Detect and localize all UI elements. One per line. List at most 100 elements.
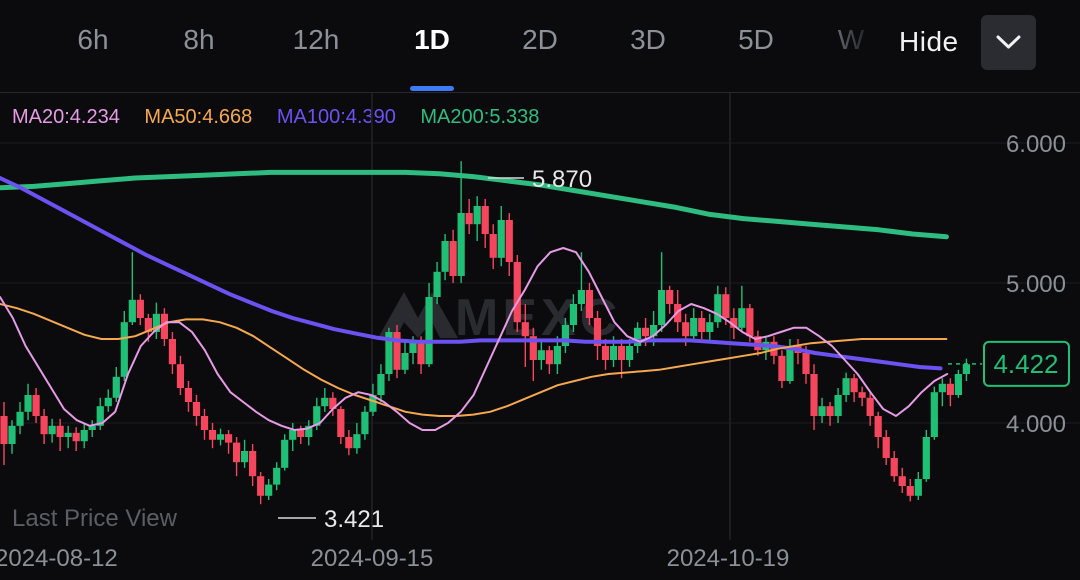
candle-body [962, 364, 970, 374]
last-price-view-label: Last Price View [12, 505, 178, 532]
candle-body [136, 299, 144, 318]
candle-body [746, 308, 754, 337]
candle-body [473, 206, 481, 225]
x-tick-label: 2024-08-12 [0, 545, 118, 572]
candle [120, 311, 128, 381]
candle [168, 332, 177, 374]
candle-body [265, 484, 273, 496]
candle-body [393, 332, 401, 370]
candle-body [617, 346, 626, 360]
candle-body [537, 350, 545, 360]
tab-2d[interactable]: 2D [522, 24, 558, 55]
candle [8, 420, 16, 454]
candle [906, 479, 914, 502]
candle [257, 472, 265, 505]
y-tick-label: 6.000 [1006, 131, 1066, 158]
candle-body [850, 378, 858, 393]
tab-6h[interactable]: 6h [77, 24, 109, 55]
candle-body [738, 308, 746, 328]
candle-body [553, 346, 561, 365]
candle [778, 350, 786, 388]
candle-body [433, 271, 441, 297]
candle-body [690, 318, 698, 337]
candle-body [658, 290, 666, 325]
tab-3d[interactable]: 3D [630, 24, 666, 55]
candle [625, 339, 634, 367]
candle-body [377, 374, 385, 395]
candle-body [650, 325, 658, 337]
candle-body [249, 451, 257, 477]
hide-button[interactable]: Hide [899, 26, 959, 57]
candle-body [930, 392, 938, 437]
candle [0, 402, 8, 465]
candle [441, 234, 449, 281]
watermark-logo-icon [378, 292, 458, 338]
candle-body [289, 430, 297, 440]
candle-body [257, 476, 265, 496]
candle-body [858, 392, 866, 398]
candle-body [898, 476, 906, 486]
candle [890, 451, 898, 482]
legend-ma50: MA50:4.668 [144, 106, 253, 128]
candle [545, 346, 553, 374]
candle-body [489, 234, 497, 258]
candle-body [625, 346, 634, 360]
candle-body [353, 434, 361, 449]
candle-body [176, 364, 185, 388]
chevron-down-icon [996, 35, 1021, 49]
candle [401, 339, 409, 374]
candle-body [601, 346, 610, 360]
tabs-fade-overlay [820, 0, 890, 90]
tab-5d[interactable]: 5D [738, 24, 774, 55]
candle [706, 313, 714, 342]
tab-8h[interactable]: 8h [183, 24, 215, 55]
candle [826, 402, 834, 426]
candle-body [88, 425, 96, 430]
candle [241, 439, 249, 468]
candle [176, 355, 185, 395]
candle-body [273, 467, 281, 485]
candle [553, 336, 561, 374]
candle-body [321, 397, 329, 407]
expand-toggle-button[interactable] [981, 15, 1036, 70]
candle-body [714, 294, 722, 323]
candle [882, 430, 890, 465]
candle-body [802, 353, 810, 374]
tab-1d[interactable]: 1D [414, 24, 450, 55]
candle-body [48, 425, 56, 435]
candle [666, 285, 674, 314]
candle-body [906, 486, 914, 496]
candle-body [810, 374, 818, 416]
candle [658, 252, 666, 332]
candle-body [561, 325, 569, 346]
candle-body [144, 318, 152, 332]
candle [192, 395, 201, 426]
candle [842, 372, 850, 402]
candle [40, 409, 48, 444]
candle-body [698, 318, 706, 332]
candle [834, 388, 842, 423]
candle-body [569, 304, 578, 325]
candle-body [585, 290, 594, 318]
candle-body [120, 322, 128, 377]
candle-body [457, 213, 465, 276]
candle [874, 411, 882, 449]
candle-body [216, 434, 225, 440]
candle-body [682, 322, 690, 337]
candle [601, 339, 610, 370]
candle [818, 397, 826, 423]
candle-body [96, 406, 104, 426]
tab-12h[interactable]: 12h [292, 24, 340, 55]
ma50-line [0, 303, 948, 417]
candle [730, 308, 738, 339]
candle-body [834, 395, 842, 416]
candle [465, 199, 473, 234]
header-divider [0, 92, 1080, 93]
candle [88, 420, 96, 437]
ma100-line [0, 176, 943, 371]
candle [962, 358, 970, 381]
candle-body [8, 425, 16, 444]
candle [48, 418, 56, 443]
candle [104, 389, 112, 412]
